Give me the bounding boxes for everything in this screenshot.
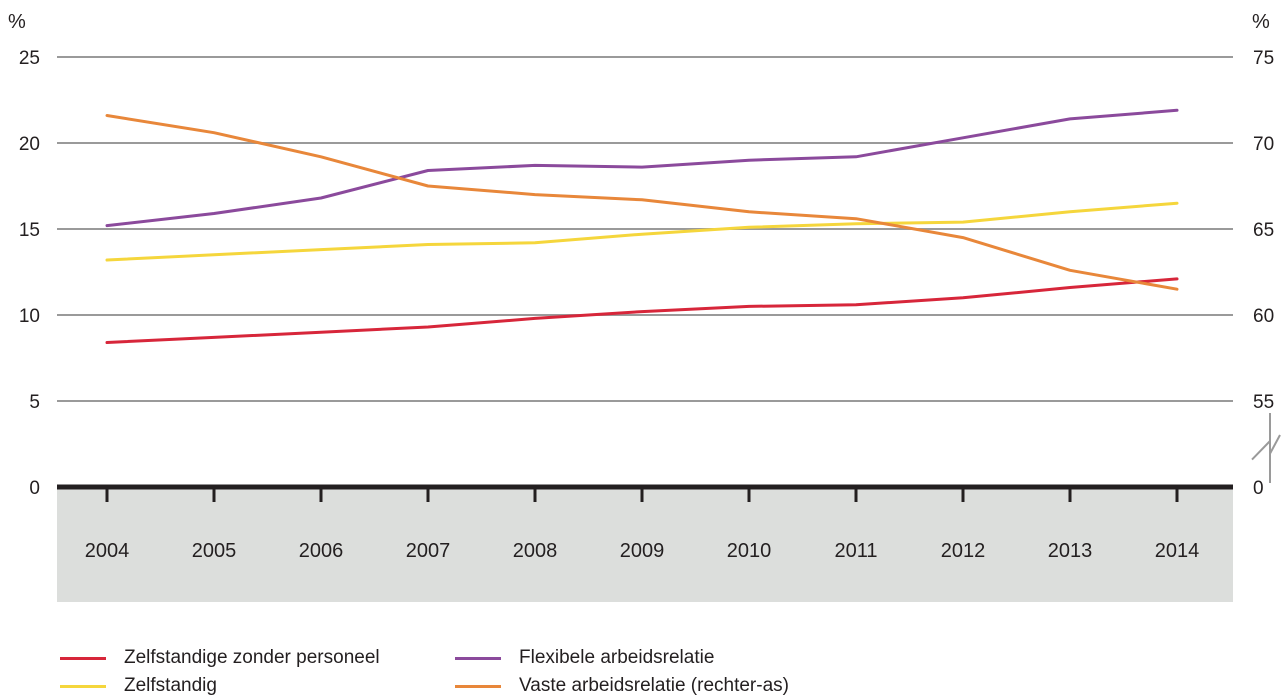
right-tick-label-75: 75 <box>1253 48 1274 69</box>
series-line-2 <box>105 108 1179 228</box>
legend-label-vast: Vaste arbeidsrelatie (rechter-as) <box>519 675 789 696</box>
legend-item-zzp: Zelfstandige zonder personeel <box>60 646 380 670</box>
series-line-0 <box>105 277 1179 344</box>
left-tick-label-5: 5 <box>29 392 40 413</box>
x-tick-label-2014: 2014 <box>1155 540 1200 562</box>
right-tick-label-0: 0 <box>1253 478 1264 499</box>
legend-item-zelfstandig: Zelfstandig <box>60 674 217 698</box>
x-tick-label-2006: 2006 <box>299 540 344 562</box>
right-tick-label-60: 60 <box>1253 306 1274 327</box>
legend-swatch-zelfstandig <box>60 684 106 688</box>
right-tick-label-55: 55 <box>1253 392 1274 413</box>
legend-item-flexibel: Flexibele arbeidsrelatie <box>455 646 714 670</box>
legend: Zelfstandige zonder personeel Zelfstandi… <box>0 640 1283 697</box>
x-tick-label-2011: 2011 <box>834 540 877 562</box>
left-axis-unit-label: % <box>8 11 26 33</box>
left-tick-label-0: 0 <box>29 478 40 499</box>
left-tick-label-15: 15 <box>19 220 40 241</box>
series-line-1 <box>105 201 1179 262</box>
left-tick-label-10: 10 <box>19 306 40 327</box>
x-tick-label-2012: 2012 <box>941 540 986 562</box>
right-axis-unit-label: % <box>1252 11 1270 33</box>
legend-item-vast: Vaste arbeidsrelatie (rechter-as) <box>455 674 789 698</box>
x-tick-label-2004: 2004 <box>85 540 130 562</box>
axis-break-icon <box>1251 413 1281 483</box>
x-tick-label-2008: 2008 <box>513 540 558 562</box>
x-tick-label-2007: 2007 <box>406 540 451 562</box>
left-tick-label-20: 20 <box>19 134 40 155</box>
x-axis-band <box>57 487 1233 602</box>
legend-swatch-zzp <box>60 656 106 660</box>
line-chart: % % 0 5 10 15 20 25 0 55 60 65 70 75 2004 2005 2006 2007 2… <box>8 11 1281 602</box>
legend-swatch-flexibel <box>455 656 501 660</box>
legend-label-zzp: Zelfstandige zonder personeel <box>124 647 380 668</box>
right-tick-label-65: 65 <box>1253 220 1274 241</box>
series-line-3 <box>105 114 1179 291</box>
legend-label-zelfstandig: Zelfstandig <box>124 675 217 696</box>
x-tick-label-2010: 2010 <box>727 540 772 562</box>
left-tick-label-25: 25 <box>19 48 40 69</box>
x-tick-label-2013: 2013 <box>1048 540 1093 562</box>
x-tick-label-2005: 2005 <box>192 540 237 562</box>
legend-swatch-vast <box>455 684 501 688</box>
right-tick-label-70: 70 <box>1253 134 1274 155</box>
legend-label-flexibel: Flexibele arbeidsrelatie <box>519 647 715 668</box>
x-tick-label-2009: 2009 <box>620 540 665 562</box>
